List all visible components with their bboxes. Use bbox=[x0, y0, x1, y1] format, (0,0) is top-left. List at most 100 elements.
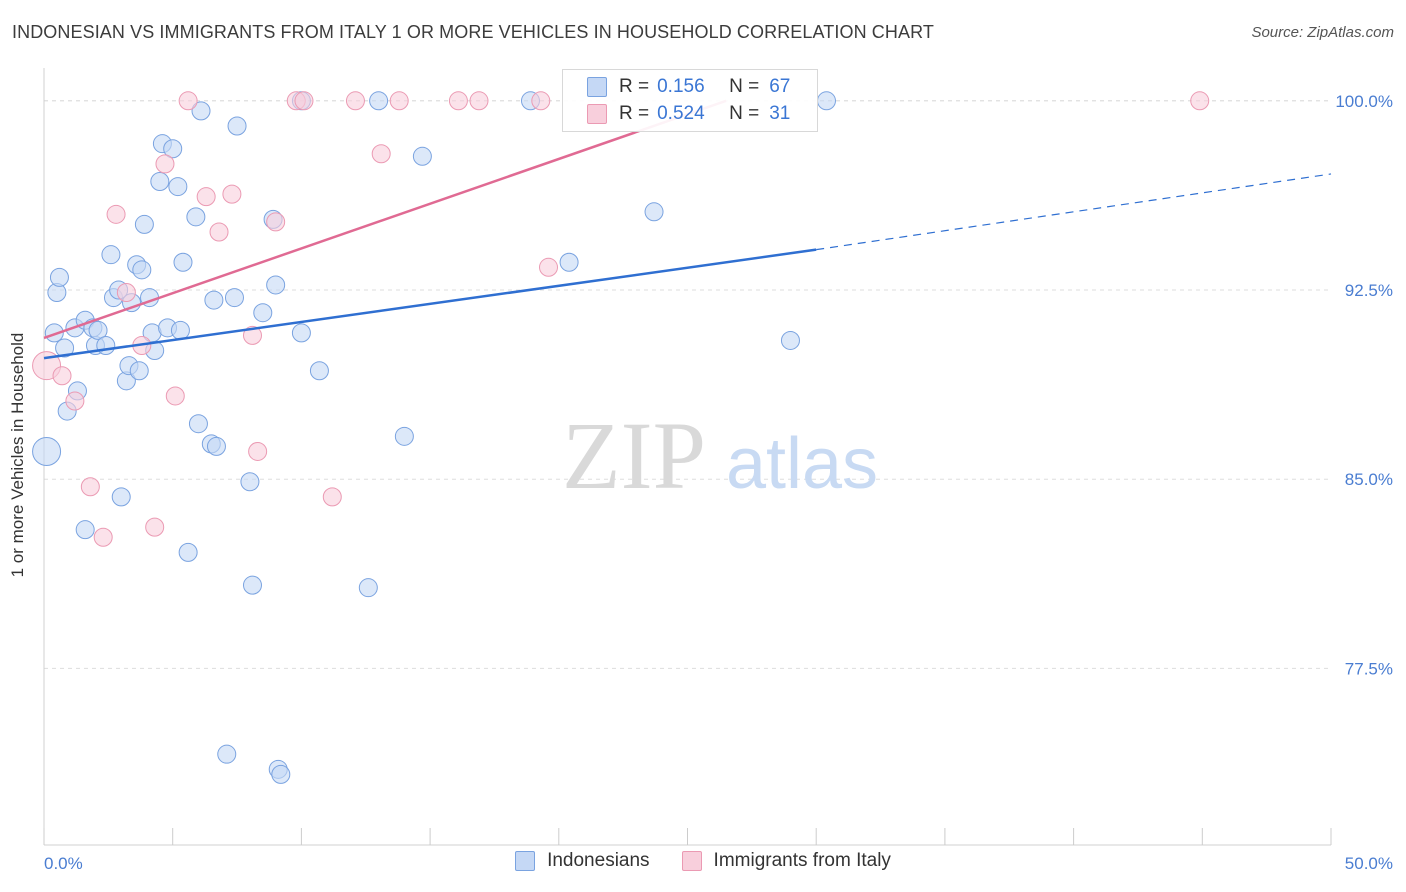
point-indonesians bbox=[150, 172, 170, 192]
point-indonesians bbox=[178, 542, 198, 562]
x-ticks bbox=[43, 828, 1332, 845]
point-indonesians bbox=[206, 436, 226, 456]
point-indonesians bbox=[170, 320, 190, 340]
y-tick-labels: 100.0% 92.5% 85.0% 77.5% bbox=[1335, 92, 1393, 679]
point-indonesians bbox=[224, 288, 244, 308]
x-tick-labels: 0.0% 50.0% bbox=[44, 854, 1393, 873]
point-italy bbox=[248, 441, 268, 461]
point-indonesians bbox=[369, 91, 389, 111]
point-indonesians bbox=[75, 520, 95, 540]
point-italy bbox=[448, 91, 468, 111]
point-indonesians bbox=[168, 177, 188, 197]
legend-n-label: N = bbox=[729, 103, 760, 124]
series-legend: Indonesians Immigrants from Italy bbox=[0, 850, 1406, 872]
point-indonesians bbox=[101, 245, 121, 265]
point-indonesians bbox=[217, 744, 237, 764]
point-italy bbox=[155, 154, 175, 174]
watermark-atlas: atlas bbox=[726, 424, 878, 504]
source-label: Source: ZipAtlas.com bbox=[1251, 24, 1394, 41]
point-indonesians bbox=[132, 260, 152, 280]
point-indonesians bbox=[191, 101, 211, 121]
point-indonesians bbox=[266, 275, 286, 295]
point-indonesians bbox=[242, 575, 262, 595]
point-indonesians bbox=[163, 139, 183, 159]
point-indonesians bbox=[96, 336, 116, 355]
legend-label-indonesians: Indonesians bbox=[547, 850, 650, 871]
point-italy bbox=[469, 91, 489, 111]
legend-swatch-blue bbox=[587, 77, 607, 97]
legend-n-label: N = bbox=[729, 76, 760, 97]
point-indonesians bbox=[173, 252, 193, 272]
legend-r-label: R = bbox=[619, 76, 650, 97]
legend-swatch-pink bbox=[587, 104, 607, 124]
series-italy-points bbox=[32, 91, 1210, 547]
chart-title: INDONESIAN VS IMMIGRANTS FROM ITALY 1 OR… bbox=[12, 22, 934, 42]
point-italy bbox=[165, 386, 185, 406]
point-indonesians bbox=[188, 414, 208, 434]
legend-r-value: 0.524 bbox=[657, 103, 705, 124]
legend-n-value: 31 bbox=[769, 103, 791, 124]
point-italy bbox=[345, 91, 365, 111]
legend-item-italy[interactable]: Immigrants from Italy bbox=[681, 850, 891, 872]
point-italy bbox=[209, 222, 229, 242]
point-italy bbox=[1190, 91, 1210, 111]
point-indonesians bbox=[240, 472, 260, 492]
point-indonesians bbox=[49, 267, 69, 287]
trend-line-italy bbox=[43, 99, 727, 340]
point-italy bbox=[539, 257, 559, 277]
trend-line-indonesians-extension bbox=[816, 173, 1332, 251]
point-italy bbox=[389, 91, 409, 111]
point-italy bbox=[322, 487, 342, 507]
point-indonesians bbox=[32, 436, 62, 466]
y-tick-label: 77.5% bbox=[1345, 659, 1393, 678]
point-italy bbox=[106, 204, 126, 224]
trend-lines bbox=[43, 99, 1332, 360]
point-italy bbox=[266, 212, 286, 232]
y-tick-label: 85.0% bbox=[1345, 470, 1393, 489]
point-italy bbox=[294, 91, 314, 111]
legend-r-value: 0.156 bbox=[657, 76, 705, 97]
legend-row-indonesians: R = 0.156 N = 67 bbox=[587, 74, 790, 100]
point-italy bbox=[531, 91, 551, 111]
legend-item-indonesians[interactable]: Indonesians bbox=[515, 850, 650, 872]
point-indonesians bbox=[271, 764, 291, 784]
watermark-zip: ZIP bbox=[562, 402, 706, 509]
x-tick-label: 50.0% bbox=[1345, 854, 1393, 873]
point-italy bbox=[65, 391, 85, 411]
point-indonesians bbox=[134, 214, 154, 234]
x-tick-label: 0.0% bbox=[44, 854, 83, 873]
point-italy bbox=[80, 477, 100, 497]
point-italy bbox=[242, 325, 262, 345]
point-indonesians bbox=[204, 290, 224, 310]
y-tick-label: 100.0% bbox=[1335, 92, 1393, 111]
y-axis-label: 1 or more Vehicles in Household bbox=[8, 332, 27, 578]
legend-r-label: R = bbox=[619, 103, 650, 124]
point-indonesians bbox=[55, 338, 75, 358]
point-indonesians bbox=[186, 207, 206, 227]
point-indonesians bbox=[644, 202, 664, 222]
legend-n-value: 67 bbox=[769, 76, 791, 97]
point-indonesians bbox=[227, 116, 247, 136]
legend-swatch-blue bbox=[515, 851, 536, 871]
point-italy bbox=[222, 184, 242, 204]
point-indonesians bbox=[111, 487, 131, 507]
point-italy bbox=[371, 144, 391, 164]
point-italy bbox=[116, 283, 136, 303]
series-indonesians-points bbox=[32, 91, 836, 784]
legend-row-italy: R = 0.524 N = 31 bbox=[587, 101, 790, 127]
gridlines bbox=[44, 100, 1331, 669]
point-indonesians bbox=[253, 303, 273, 323]
point-indonesians bbox=[291, 323, 311, 343]
point-indonesians bbox=[358, 578, 378, 598]
point-indonesians bbox=[309, 361, 329, 381]
point-italy bbox=[196, 187, 216, 207]
point-indonesians bbox=[559, 252, 579, 272]
legend-label-italy: Immigrants from Italy bbox=[713, 850, 891, 871]
point-indonesians bbox=[394, 426, 414, 446]
point-indonesians bbox=[816, 91, 836, 111]
point-italy bbox=[52, 366, 72, 386]
trend-line-indonesians bbox=[43, 248, 817, 360]
point-indonesians bbox=[780, 330, 800, 350]
point-italy bbox=[93, 527, 113, 547]
